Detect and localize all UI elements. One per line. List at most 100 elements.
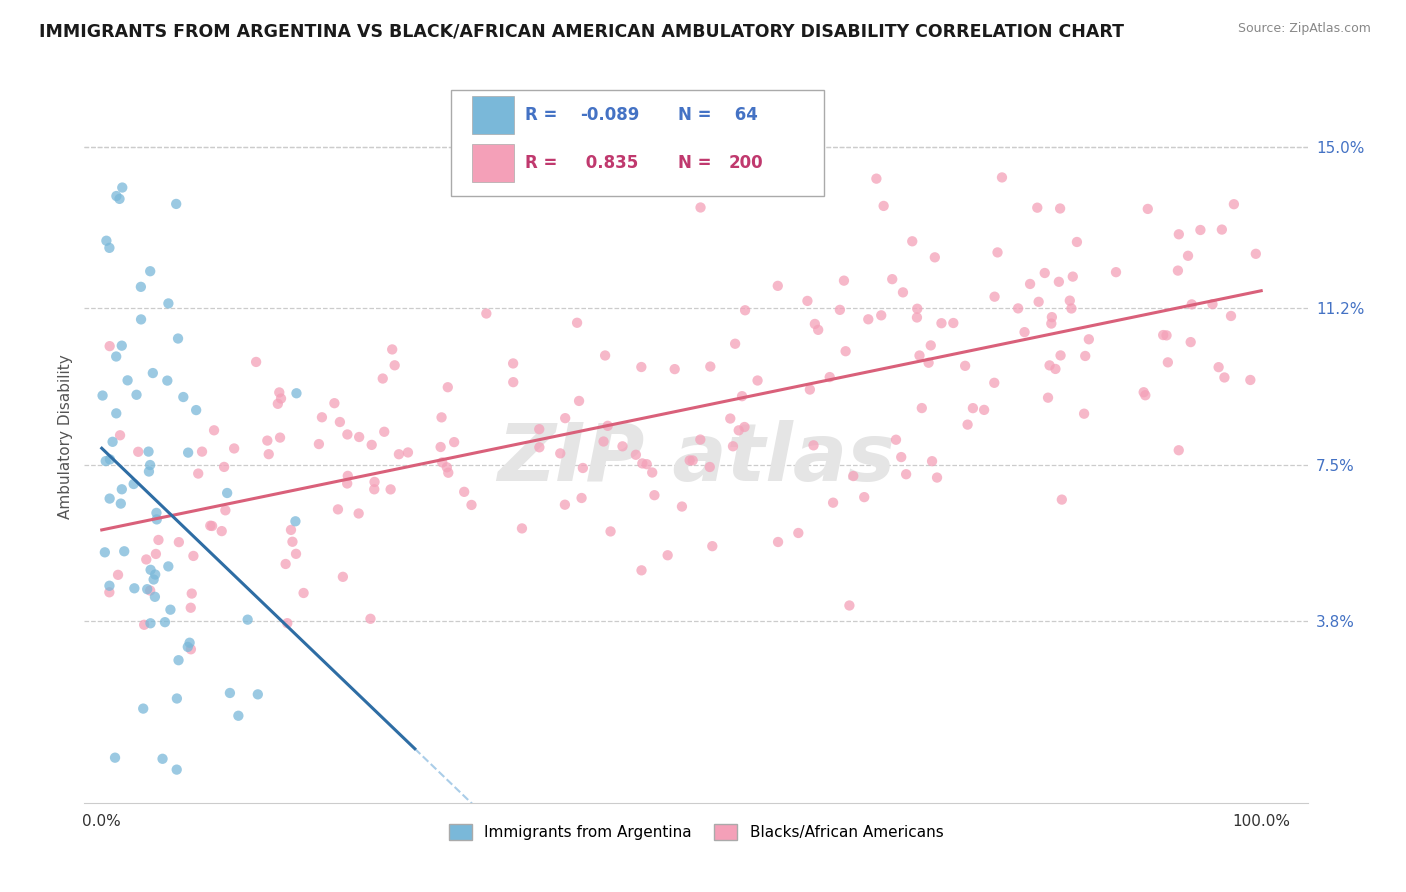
Point (571, 491, 593, 505)
Point (1049, 348, 1071, 362)
Point (1073, 407, 1095, 421)
Point (891, 285, 914, 300)
Point (807, 323, 830, 337)
Point (228, 708, 250, 723)
Point (142, 366, 165, 380)
Point (872, 199, 894, 213)
Point (787, 526, 810, 541)
Point (153, 615, 176, 630)
Point (1040, 310, 1063, 325)
Point (139, 616, 162, 631)
Point (332, 570, 354, 584)
Point (138, 465, 160, 479)
Point (285, 547, 308, 561)
Point (129, 280, 152, 294)
Point (734, 420, 756, 434)
Point (699, 359, 721, 374)
Point (139, 563, 162, 577)
Point (94, 545, 117, 559)
Point (1180, 335, 1202, 350)
Point (267, 397, 290, 411)
Point (870, 309, 893, 323)
Point (430, 410, 453, 425)
Point (172, 390, 194, 404)
Point (1167, 227, 1189, 242)
Point (186, 403, 208, 417)
Point (529, 422, 551, 436)
Point (270, 392, 292, 406)
Point (502, 375, 524, 389)
Point (565, 316, 588, 330)
Point (917, 356, 939, 370)
Point (1211, 222, 1233, 236)
Point (336, 476, 359, 491)
Point (908, 349, 931, 363)
Point (671, 500, 693, 514)
Point (156, 888, 179, 892)
Point (98, 585, 121, 599)
Point (108, 192, 131, 206)
Point (326, 502, 349, 516)
Point (865, 171, 887, 186)
Point (246, 687, 269, 701)
Point (689, 433, 711, 447)
Point (165, 197, 187, 211)
Point (718, 411, 741, 425)
Point (180, 586, 202, 600)
Point (592, 434, 614, 449)
Point (664, 362, 686, 376)
Point (363, 483, 385, 497)
Point (336, 468, 359, 483)
Text: ZIP atlas: ZIP atlas (496, 420, 896, 498)
Point (108, 428, 131, 442)
Point (1040, 317, 1063, 331)
Point (311, 410, 333, 425)
Point (159, 603, 181, 617)
Point (122, 477, 145, 491)
Point (842, 469, 865, 483)
Point (905, 310, 928, 325)
Point (799, 383, 821, 397)
Point (502, 356, 524, 370)
Point (568, 393, 591, 408)
Point (112, 544, 135, 558)
Point (1059, 293, 1081, 308)
Point (925, 470, 948, 484)
Point (699, 460, 721, 475)
Point (285, 386, 308, 401)
Point (548, 446, 571, 460)
Point (911, 401, 934, 415)
Text: 0.835: 0.835 (579, 153, 638, 171)
Point (381, 343, 404, 357)
Point (1132, 385, 1154, 400)
Point (136, 582, 159, 597)
Y-axis label: Ambulatory Disability: Ambulatory Disability (58, 355, 73, 519)
Point (1014, 325, 1036, 339)
Text: N =: N = (678, 153, 717, 171)
Point (280, 523, 302, 537)
Point (269, 385, 291, 400)
Point (363, 475, 385, 489)
Point (156, 374, 179, 388)
Point (1105, 265, 1128, 279)
Point (475, 306, 498, 320)
Point (94, 454, 117, 468)
Point (183, 549, 205, 563)
Point (1220, 309, 1243, 323)
Point (1045, 362, 1067, 376)
Point (853, 490, 876, 504)
Point (731, 389, 754, 403)
Point (373, 425, 395, 439)
Point (1047, 275, 1070, 289)
Point (1167, 443, 1189, 458)
Point (983, 376, 1005, 390)
Point (956, 417, 979, 432)
Point (284, 514, 307, 528)
Point (105, 189, 128, 203)
Point (276, 616, 298, 631)
Point (371, 371, 394, 385)
Point (1049, 202, 1071, 216)
Point (274, 557, 297, 571)
Point (1038, 359, 1060, 373)
Point (384, 359, 406, 373)
